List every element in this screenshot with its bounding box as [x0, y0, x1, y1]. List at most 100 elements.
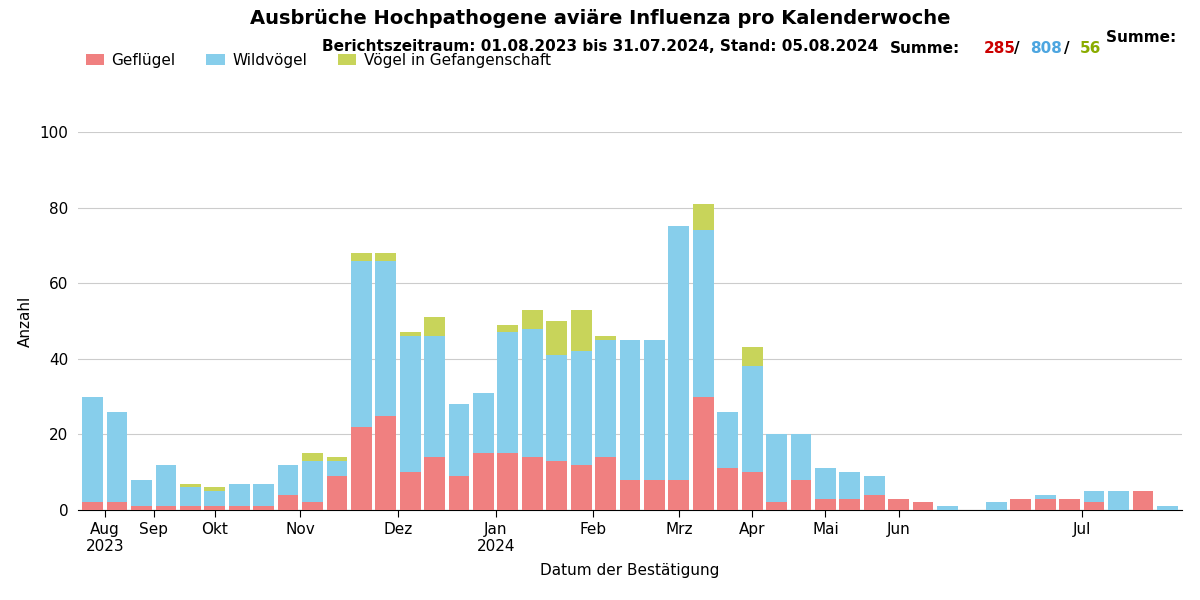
Bar	[742, 472, 762, 510]
Bar	[204, 491, 226, 506]
Text: Summe:: Summe:	[889, 41, 960, 56]
Bar	[326, 457, 347, 461]
Bar	[1034, 495, 1056, 499]
Bar	[815, 499, 835, 510]
Bar	[277, 495, 299, 510]
Text: /: /	[1014, 41, 1020, 56]
Bar	[840, 472, 860, 499]
Bar	[107, 412, 127, 502]
Bar	[595, 457, 616, 510]
Bar	[791, 434, 811, 480]
Bar	[425, 317, 445, 336]
Text: 285: 285	[983, 41, 1015, 56]
Text: /: /	[1064, 41, 1069, 56]
Bar	[302, 454, 323, 461]
Bar	[766, 502, 787, 510]
Bar	[644, 480, 665, 510]
Bar	[571, 464, 592, 510]
Text: Summe:: Summe:	[1106, 30, 1182, 45]
Bar	[350, 427, 372, 510]
Bar	[204, 506, 226, 510]
Bar	[376, 260, 396, 415]
Bar	[864, 476, 884, 495]
Bar	[1034, 499, 1056, 510]
Bar	[156, 464, 176, 506]
Bar	[376, 253, 396, 260]
Bar	[718, 412, 738, 469]
Bar	[888, 499, 910, 510]
Bar	[449, 476, 469, 510]
Bar	[83, 502, 103, 510]
Bar	[619, 480, 641, 510]
Text: 808: 808	[1030, 41, 1062, 56]
Bar	[277, 464, 299, 495]
Bar	[571, 310, 592, 351]
Bar	[986, 502, 1007, 510]
Bar	[180, 487, 200, 506]
Bar	[644, 340, 665, 480]
Bar	[253, 484, 274, 506]
Bar	[473, 393, 494, 454]
Bar	[668, 226, 689, 480]
Bar	[326, 461, 347, 476]
Bar	[546, 355, 568, 461]
Bar	[425, 457, 445, 510]
Bar	[522, 457, 542, 510]
Bar	[302, 461, 323, 502]
Bar	[131, 506, 152, 510]
Bar	[107, 502, 127, 510]
Bar	[449, 404, 469, 476]
Bar	[1108, 491, 1129, 510]
Bar	[1010, 499, 1031, 510]
Bar	[180, 484, 200, 487]
Bar	[229, 506, 250, 510]
Bar	[156, 506, 176, 510]
Bar	[376, 415, 396, 510]
Bar	[1084, 491, 1104, 502]
Bar	[522, 310, 542, 329]
Bar	[1084, 502, 1104, 510]
Bar	[742, 367, 762, 472]
Bar	[742, 347, 762, 367]
Bar	[498, 454, 518, 510]
Bar	[692, 204, 714, 230]
Bar	[1060, 499, 1080, 510]
Bar	[546, 461, 568, 510]
Bar	[595, 340, 616, 457]
Bar	[1157, 506, 1177, 510]
Text: Berichtszeitraum: 01.08.2023 bis 31.07.2024, Stand: 05.08.2024: Berichtszeitraum: 01.08.2023 bis 31.07.2…	[322, 39, 878, 54]
Bar	[692, 230, 714, 397]
Bar	[571, 351, 592, 464]
Bar	[131, 480, 152, 506]
Bar	[180, 506, 200, 510]
X-axis label: Datum der Bestätigung: Datum der Bestätigung	[540, 563, 720, 578]
Bar	[522, 329, 542, 457]
Bar	[791, 480, 811, 510]
Bar	[350, 253, 372, 260]
Bar	[595, 336, 616, 340]
Bar	[815, 469, 835, 499]
Bar	[864, 495, 884, 510]
Bar	[400, 472, 420, 510]
Bar	[473, 454, 494, 510]
Bar	[766, 434, 787, 502]
Bar	[1133, 491, 1153, 510]
Bar	[692, 397, 714, 510]
Bar	[400, 332, 420, 336]
Bar	[83, 397, 103, 502]
Bar	[302, 502, 323, 510]
Bar	[498, 325, 518, 332]
Bar	[546, 321, 568, 355]
Bar	[350, 260, 372, 427]
Y-axis label: Anzahl: Anzahl	[18, 295, 32, 347]
Bar	[913, 502, 934, 510]
Bar	[326, 476, 347, 510]
Bar	[253, 506, 274, 510]
Bar	[718, 469, 738, 510]
Bar	[668, 480, 689, 510]
Bar	[619, 340, 641, 480]
Legend: Geflügel, Wildvögel, Vögel in Gefangenschaft: Geflügel, Wildvögel, Vögel in Gefangensc…	[85, 53, 551, 68]
Bar	[425, 336, 445, 457]
Bar	[937, 506, 958, 510]
Bar	[498, 332, 518, 454]
